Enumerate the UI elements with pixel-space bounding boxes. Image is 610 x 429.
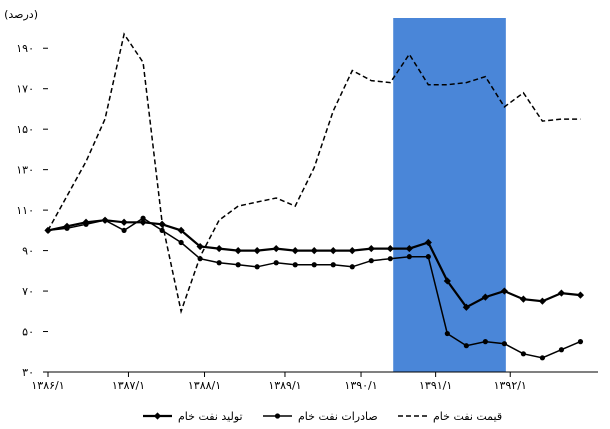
x-tick-label: ۱۳۹۲/۱ (494, 379, 527, 392)
data-point-circle (83, 221, 89, 227)
data-point-diamond (367, 244, 375, 253)
legend-label: تولید نفت خام (178, 410, 243, 423)
data-point-circle (501, 341, 507, 347)
legend-swatch-marker (274, 413, 281, 419)
data-point-diamond (177, 226, 185, 234)
data-point-circle (368, 258, 374, 264)
legend: تولید نفت خام صادرات نفت خام قیمت نفت خام (143, 410, 502, 423)
unit-label: (درصد) (4, 8, 38, 21)
data-point-diamond (329, 246, 337, 255)
highlight-band (393, 18, 506, 372)
legend-label: صادرات نفت خام (298, 410, 378, 423)
data-point-circle (235, 262, 241, 268)
data-point-diamond (576, 291, 585, 299)
data-point-diamond (272, 244, 280, 253)
data-point-diamond (462, 303, 470, 311)
data-point-circle (482, 339, 488, 345)
data-point-circle (520, 351, 526, 357)
data-point-circle (463, 343, 469, 349)
data-point-circle (64, 225, 70, 231)
data-point-diamond (348, 246, 356, 255)
data-point-diamond (386, 244, 394, 253)
data-point-diamond (215, 244, 223, 253)
series-layer (44, 32, 585, 361)
data-point-diamond (424, 238, 432, 247)
y-tick-label: ۱۱۰ (16, 204, 34, 217)
y-tick-label: ۳۰ (22, 366, 34, 379)
data-point-circle (140, 215, 146, 221)
y-tick-label: ۷۰ (22, 285, 34, 298)
data-point-diamond (500, 287, 508, 295)
data-point-circle (577, 339, 584, 345)
data-point-diamond (310, 246, 318, 255)
data-point-circle (539, 355, 546, 361)
data-point-diamond (253, 246, 261, 255)
data-point-diamond (538, 297, 547, 305)
data-point-circle (178, 239, 184, 246)
data-point-circle (292, 262, 298, 268)
data-point-circle (349, 264, 355, 270)
data-point-circle (102, 217, 108, 223)
data-point-diamond (234, 246, 242, 255)
x-tick-label: ۱۳۸۹/۱ (268, 379, 301, 392)
data-point-circle (311, 262, 317, 268)
x-tick-label: ۱۳۸۸/۱ (188, 379, 221, 392)
data-point-circle (387, 256, 393, 262)
series-line-2 (47, 32, 581, 315)
data-point-circle (273, 260, 279, 266)
y-tick-label: ۱۹۰ (16, 42, 34, 55)
y-tick-label: ۱۵۰ (16, 123, 34, 136)
y-tick-label: ۵۰ (22, 326, 34, 339)
y-tick-label: ۹۰ (22, 245, 34, 258)
data-point-circle (558, 347, 565, 353)
y-tick-label: ۱۷۰ (16, 83, 34, 96)
legend-label: قیمت نفت خام (433, 410, 502, 423)
x-tick-label: ۱۳۸۷/۱ (112, 379, 145, 392)
data-point-circle (425, 254, 431, 260)
data-point-circle (216, 260, 222, 266)
x-tick-label: ۱۳۹۰/۱ (344, 379, 377, 392)
data-point-circle (254, 264, 260, 270)
data-point-diamond (557, 289, 566, 297)
data-point-diamond (443, 277, 451, 285)
x-tick-label: ۱۳۹۱/۱ (419, 379, 452, 392)
y-tick-label: ۱۳۰ (16, 164, 34, 177)
data-point-diamond (139, 218, 147, 226)
x-tick-label: ۱۳۸۶/۱ (31, 379, 64, 392)
data-point-circle (330, 262, 336, 268)
data-point-diamond (196, 242, 204, 251)
data-point-diamond (519, 295, 527, 303)
legend-swatch-marker (153, 412, 162, 420)
data-point-diamond (405, 244, 413, 253)
data-point-circle (121, 227, 127, 233)
data-point-circle (406, 254, 412, 260)
data-point-diamond (481, 293, 489, 301)
x-axis-ticks: ۱۳۸۶/۱ ۱۳۸۷/۱ ۱۳۸۸/۱ ۱۳۸۹/۱ ۱۳۹۰/۱ ۱۳۹۱/۱ ۱۳۹۲… (31, 372, 527, 392)
data-point-diamond (291, 246, 299, 255)
y-axis-ticks: ۳۰ ۵۰ ۷۰ ۹۰ ۱۱۰ ۱۳۰ ۱۵۰ ۱۷۰ ۱۹۰ (16, 42, 48, 379)
data-point-diamond (120, 218, 128, 226)
data-point-circle (444, 330, 450, 337)
